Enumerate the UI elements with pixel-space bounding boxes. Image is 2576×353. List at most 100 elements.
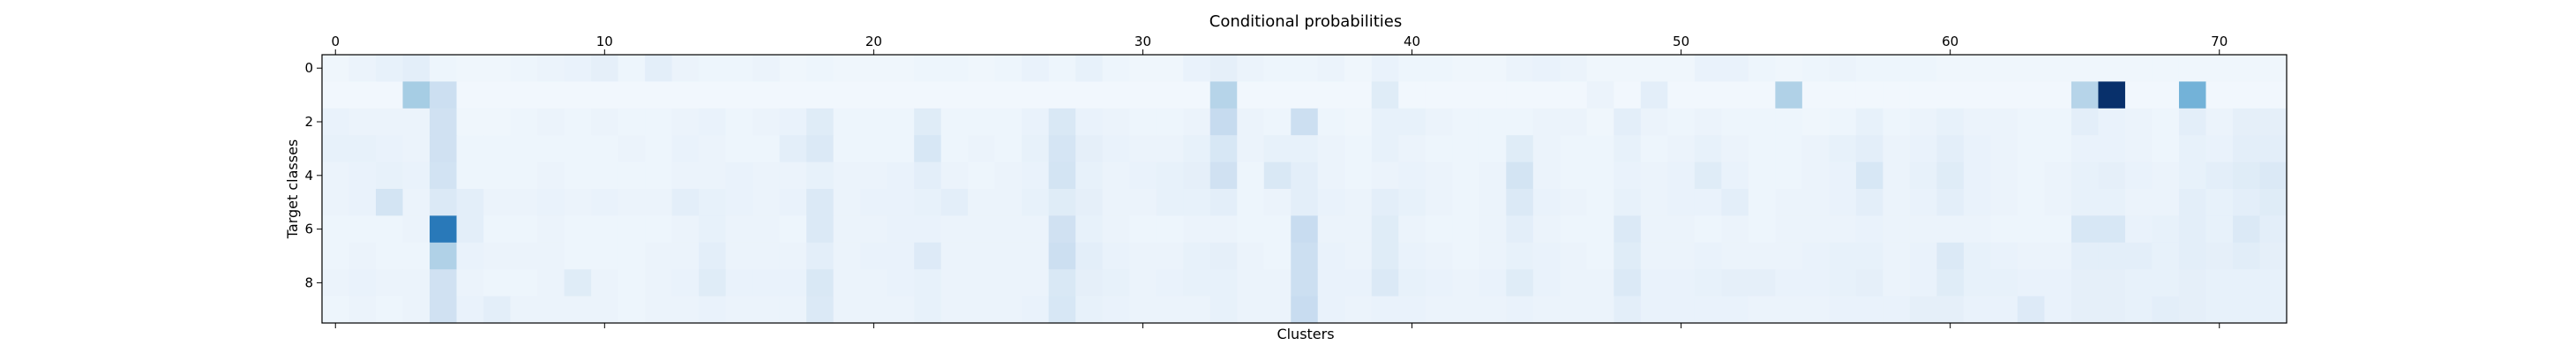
heatmap-cell <box>591 189 619 216</box>
heatmap-cell <box>2152 242 2180 270</box>
heatmap-cell <box>1963 135 1992 163</box>
heatmap-cell <box>1775 161 1803 190</box>
heatmap-cell <box>1667 55 1696 82</box>
heatmap-cell <box>1936 108 1965 136</box>
heatmap-cell <box>2124 135 2153 163</box>
heatmap-cell <box>2098 296 2126 324</box>
heatmap-cell <box>671 242 700 270</box>
heatmap-cell <box>779 55 807 82</box>
heatmap-cell <box>779 189 807 216</box>
heatmap-cell <box>430 269 458 297</box>
heatmap-cell <box>725 81 753 109</box>
heatmap-cell <box>1775 108 1803 136</box>
heatmap-cell <box>1452 81 1480 109</box>
heatmap-cell <box>2044 215 2072 244</box>
heatmap-cell <box>1748 108 1776 136</box>
heatmap-cell <box>1479 55 1507 82</box>
heatmap-cell <box>2259 242 2288 270</box>
heatmap-cell <box>1291 81 1319 109</box>
heatmap-cell <box>1721 135 1749 163</box>
heatmap-cell <box>1237 135 1265 163</box>
heatmap-cell <box>833 189 861 216</box>
heatmap-cell <box>2178 242 2207 270</box>
heatmap-cell <box>1344 269 1373 297</box>
heatmap-cell <box>645 161 673 190</box>
x-axis-top: 0 10 20 30 40 50 60 70 <box>331 34 2228 55</box>
heatmap-cell <box>833 296 861 324</box>
heatmap-cell <box>483 135 512 163</box>
heatmap-cell <box>322 242 350 270</box>
heatmap-cell <box>430 161 458 190</box>
heatmap-cell <box>2017 215 2046 244</box>
heatmap-cell <box>2071 135 2100 163</box>
heatmap-cell <box>645 215 673 244</box>
heatmap-cell <box>2098 108 2126 136</box>
heatmap-cell <box>1532 108 1561 136</box>
heatmap-cell <box>2071 189 2100 216</box>
heatmap-cell <box>1371 161 1399 190</box>
heatmap-cell <box>753 108 781 136</box>
heatmap-cell <box>1022 161 1050 190</box>
heatmap-cell <box>1075 215 1104 244</box>
heatmap-cell <box>994 269 1022 297</box>
heatmap-cell <box>2232 55 2261 82</box>
heatmap-cell <box>618 108 646 136</box>
heatmap-cell <box>348 215 377 244</box>
heatmap-cell <box>753 135 781 163</box>
heatmap-cell <box>2259 189 2288 216</box>
heatmap-cell <box>2178 215 2207 244</box>
heatmap-cell <box>994 296 1022 324</box>
heatmap-cell <box>914 135 942 163</box>
heatmap-cell <box>2259 296 2288 324</box>
heatmap-cell <box>806 189 835 216</box>
heatmap-cell <box>618 161 646 190</box>
heatmap-cell <box>2178 55 2207 82</box>
heatmap-cell <box>1748 55 1776 82</box>
heatmap-cell <box>1425 215 1453 244</box>
heatmap-cell <box>940 215 969 244</box>
heatmap-cell <box>1990 55 2018 82</box>
heatmap-cell <box>1829 81 1857 109</box>
heatmap-cell <box>376 135 404 163</box>
heatmap-cell <box>1371 242 1399 270</box>
heatmap-cell <box>1075 161 1104 190</box>
heatmap-cell <box>1694 296 1722 324</box>
heatmap-cell <box>1586 161 1614 190</box>
heatmap-cell <box>1532 55 1561 82</box>
heatmap-cell <box>860 215 888 244</box>
heatmap-cell <box>591 135 619 163</box>
heatmap-cell <box>1183 215 1211 244</box>
heatmap-cell <box>1344 189 1373 216</box>
heatmap-cell <box>1209 269 1238 297</box>
heatmap-cell <box>1614 215 1642 244</box>
heatmap-cell <box>1156 161 1184 190</box>
heatmap-cell <box>860 161 888 190</box>
heatmap-cell <box>537 296 565 324</box>
heatmap-cell <box>2178 161 2207 190</box>
heatmap-cell <box>753 296 781 324</box>
heatmap-cell <box>645 55 673 82</box>
heatmap-cell <box>483 215 512 244</box>
heatmap-cell <box>591 81 619 109</box>
heatmap-cell <box>1237 55 1265 82</box>
heatmap-cell <box>430 108 458 136</box>
heatmap-cell <box>1963 189 1992 216</box>
heatmap-cell <box>1721 108 1749 136</box>
heatmap-cell <box>860 189 888 216</box>
heatmap-cell <box>2152 189 2180 216</box>
heatmap-cell <box>430 135 458 163</box>
heatmap-cell <box>402 215 431 244</box>
heatmap-cell <box>322 81 350 109</box>
heatmap-cell <box>430 81 458 109</box>
heatmap-cell <box>645 81 673 109</box>
heatmap-cell <box>1022 215 1050 244</box>
heatmap-cell <box>2152 161 2180 190</box>
heatmap-cell <box>1398 161 1427 190</box>
heatmap-cell <box>1425 242 1453 270</box>
heatmap-cell <box>2152 55 2180 82</box>
heatmap-cell <box>1263 55 1292 82</box>
heatmap-cell <box>806 242 835 270</box>
heatmap-cell <box>1775 269 1803 297</box>
heatmap-cell <box>1883 242 1911 270</box>
heatmap-cell <box>1883 161 1911 190</box>
